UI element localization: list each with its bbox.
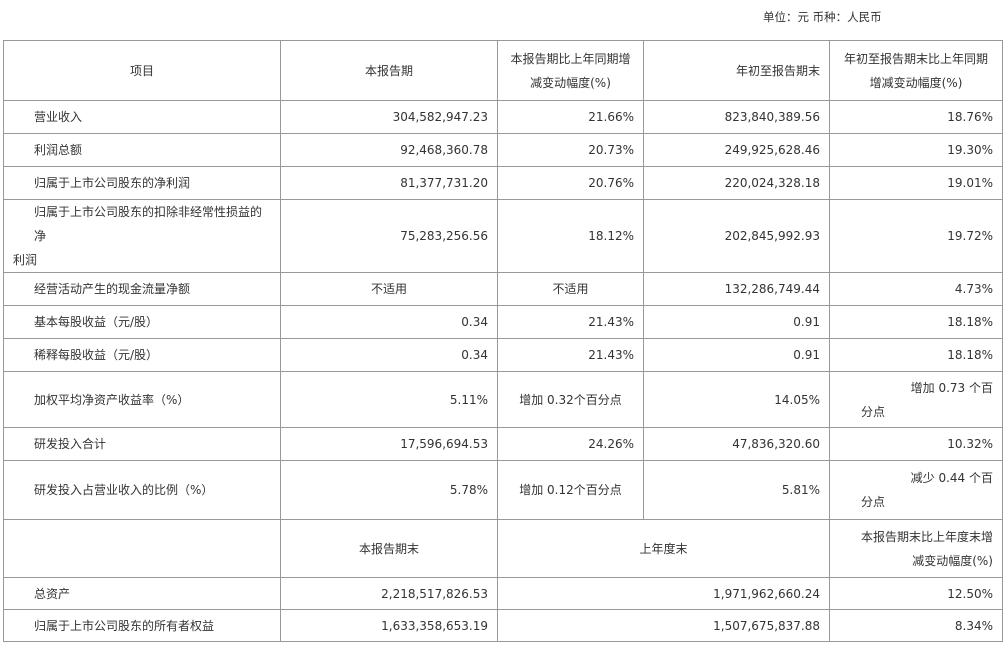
row-ytd-change: 19.30% (829, 133, 1003, 167)
row-ytd: 132,286,749.44 (643, 272, 830, 306)
row-label: 经营活动产生的现金流量净额 (3, 272, 281, 306)
row-current-change: 21.43% (497, 305, 644, 339)
row-ytd-change-line1: 增加 0.73 个百 (910, 380, 993, 395)
header-row-2: 本报告期末 上年度末 本报告期末比上年度末增 减变动幅度(%) (3, 519, 1003, 578)
header-ytd-change: 年初至报告期末比上年同期增减变动幅度(%) (829, 40, 1003, 101)
table-row: 研发投入占营业收入的比例（%） 5.78% 增加 0.12个百分点 5.81% … (3, 460, 1003, 520)
table-row: 经营活动产生的现金流量净额 不适用 不适用 132,286,749.44 4.7… (3, 272, 1003, 306)
row-current-change: 增加 0.32个百分点 (497, 371, 644, 428)
table-row: 加权平均净资产收益率（%） 5.11% 增加 0.32个百分点 14.05% 增… (3, 371, 1003, 428)
unit-note: 单位：元 币种：人民币 (763, 10, 882, 24)
table-row: 基本每股收益（元/股） 0.34 21.43% 0.91 18.18% (3, 305, 1003, 339)
row-current: 304,582,947.23 (280, 100, 498, 134)
row-ytd-change: 减少 0.44 个百 分点 (829, 460, 1003, 520)
row-current: 17,596,694.53 (280, 427, 498, 461)
row-current: 75,283,256.56 (280, 199, 498, 273)
row-ytd-change: 增加 0.73 个百 分点 (829, 371, 1003, 428)
row-label-line2: 利润 (13, 253, 38, 267)
header2-period-end: 本报告期末 (280, 519, 498, 578)
row-ytd-change: 18.76% (829, 100, 1003, 134)
row-current-change: 增加 0.12个百分点 (497, 460, 644, 520)
row-ytd-change: 18.18% (829, 338, 1003, 372)
header-item: 项目 (3, 40, 281, 101)
row-ytd: 249,925,628.46 (643, 133, 830, 167)
row-label-line1: 归属于上市公司股东的扣除非经常性损益的净 (34, 205, 263, 243)
row-current: 0.34 (280, 305, 498, 339)
row-current-change: 21.66% (497, 100, 644, 134)
row-ytd: 14.05% (643, 371, 830, 428)
row-ytd: 0.91 (643, 305, 830, 339)
row-ytd-change: 10.32% (829, 427, 1003, 461)
row-current: 92,468,360.78 (280, 133, 498, 167)
financial-table: 项目 本报告期 本报告期比上年同期增减变动幅度(%) 年初至报告期末 年初至报告… (3, 40, 1003, 642)
row-current-change: 20.73% (497, 133, 644, 167)
row-current: 不适用 (280, 272, 498, 306)
header2-change-line1: 本报告期末比上年度末增 (860, 529, 993, 544)
row-ytd: 202,845,992.93 (643, 199, 830, 273)
row-current-change: 24.26% (497, 427, 644, 461)
header-ytd: 年初至报告期末 (643, 40, 830, 101)
row-last-year-end: 1,507,675,837.88 (497, 609, 830, 642)
row-current-change: 不适用 (497, 272, 644, 306)
table-row: 营业收入 304,582,947.23 21.66% 823,840,389.5… (3, 100, 1003, 134)
row-change: 12.50% (829, 577, 1003, 610)
header-current-change: 本报告期比上年同期增减变动幅度(%) (497, 40, 644, 101)
table-row: 归属于上市公司股东的净利润 81,377,731.20 20.76% 220,0… (3, 166, 1003, 200)
table-row: 利润总额 92,468,360.78 20.73% 249,925,628.46… (3, 133, 1003, 167)
row-ytd-change: 19.01% (829, 166, 1003, 200)
row-label: 总资产 (3, 577, 281, 610)
row-change: 8.34% (829, 609, 1003, 642)
row-ytd: 47,836,320.60 (643, 427, 830, 461)
row-ytd-change: 4.73% (829, 272, 1003, 306)
row-label: 归属于上市公司股东的扣除非经常性损益的净 利润 (3, 199, 281, 273)
row-current: 5.11% (280, 371, 498, 428)
row-current: 81,377,731.20 (280, 166, 498, 200)
row-label: 基本每股收益（元/股） (3, 305, 281, 339)
row-label: 归属于上市公司股东的所有者权益 (3, 609, 281, 642)
row-ytd-change: 19.72% (829, 199, 1003, 273)
row-label: 利润总额 (3, 133, 281, 167)
row-current-change: 20.76% (497, 166, 644, 200)
row-label: 稀释每股收益（元/股） (3, 338, 281, 372)
header-current-period: 本报告期 (280, 40, 498, 101)
row-ytd: 5.81% (643, 460, 830, 520)
header-row: 项目 本报告期 本报告期比上年同期增减变动幅度(%) 年初至报告期末 年初至报告… (3, 40, 1003, 101)
row-ytd: 823,840,389.56 (643, 100, 830, 134)
row-current-change: 21.43% (497, 338, 644, 372)
header2-change-line2: 减变动幅度(%) (912, 553, 993, 568)
table-row: 归属于上市公司股东的扣除非经常性损益的净 利润 75,283,256.56 18… (3, 199, 1003, 273)
row-label: 归属于上市公司股东的净利润 (3, 166, 281, 200)
row-label: 研发投入占营业收入的比例（%） (3, 460, 281, 520)
table-row: 总资产 2,218,517,826.53 1,971,962,660.24 12… (3, 577, 1003, 610)
row-current-change: 18.12% (497, 199, 644, 273)
table-row: 研发投入合计 17,596,694.53 24.26% 47,836,320.6… (3, 427, 1003, 461)
header2-change: 本报告期末比上年度末增 减变动幅度(%) (829, 519, 1003, 578)
row-ytd-change-line2: 分点 (861, 404, 886, 419)
row-label: 营业收入 (3, 100, 281, 134)
row-label: 加权平均净资产收益率（%） (3, 371, 281, 428)
row-ytd-change: 18.18% (829, 305, 1003, 339)
table-row: 归属于上市公司股东的所有者权益 1,633,358,653.19 1,507,6… (3, 609, 1003, 642)
row-current: 0.34 (280, 338, 498, 372)
row-current: 5.78% (280, 460, 498, 520)
row-ytd-change-line2: 分点 (861, 495, 886, 509)
row-ytd: 220,024,328.18 (643, 166, 830, 200)
row-last-year-end: 1,971,962,660.24 (497, 577, 830, 610)
row-period-end: 2,218,517,826.53 (280, 577, 498, 610)
row-period-end: 1,633,358,653.19 (280, 609, 498, 642)
row-ytd-change-line1: 减少 0.44 个百 (910, 471, 993, 485)
row-ytd: 0.91 (643, 338, 830, 372)
header2-last-year-end: 上年度末 (497, 519, 830, 578)
row-label: 研发投入合计 (3, 427, 281, 461)
header2-item-blank (3, 519, 281, 578)
table-row: 稀释每股收益（元/股） 0.34 21.43% 0.91 18.18% (3, 338, 1003, 372)
